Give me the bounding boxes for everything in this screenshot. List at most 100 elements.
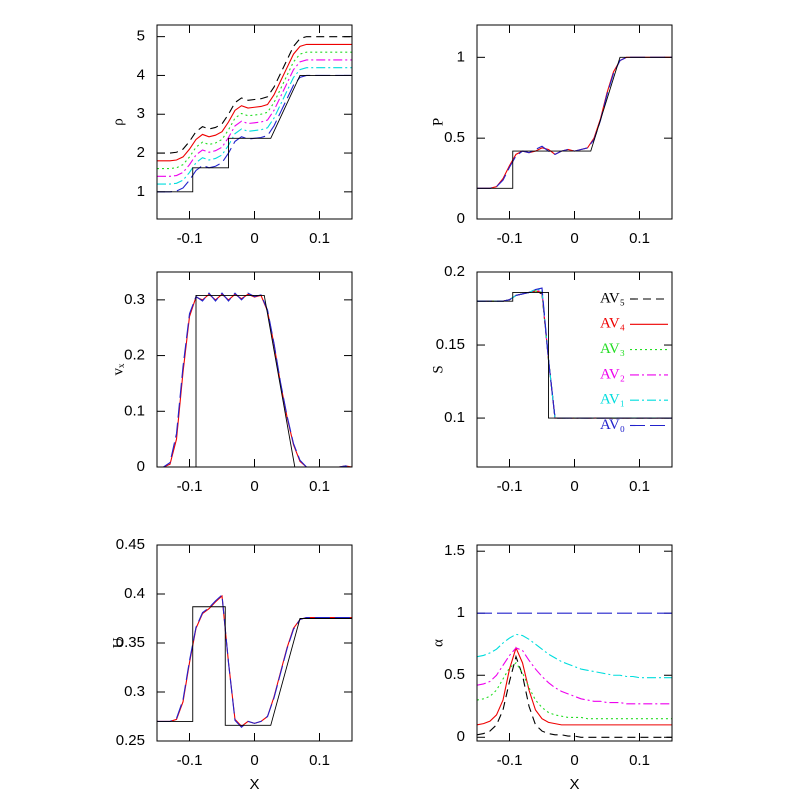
series-line bbox=[157, 293, 352, 467]
x-tick-label: 0.1 bbox=[629, 478, 650, 495]
x-axis-label: X bbox=[249, 776, 259, 793]
series-line bbox=[157, 43, 352, 162]
y-tick-label: 0.5 bbox=[444, 666, 465, 683]
y-axis-label: P bbox=[430, 118, 446, 126]
x-tick-label: 0 bbox=[250, 752, 258, 769]
plot-frame bbox=[156, 24, 353, 220]
y-tick-label: 0.2 bbox=[124, 347, 145, 364]
series-group bbox=[477, 612, 672, 738]
panel: 0 0.5 1 -0.1 0 0.1 P bbox=[430, 24, 673, 247]
series-line bbox=[477, 647, 672, 705]
series-line bbox=[477, 288, 672, 419]
y-tick-label: 4 bbox=[137, 66, 145, 83]
series-group bbox=[157, 292, 352, 467]
y-tick-label: 3 bbox=[137, 105, 145, 122]
series-line bbox=[477, 287, 672, 419]
x-tick-label: -0.1 bbox=[497, 230, 523, 247]
y-tick-label: 0.45 bbox=[116, 536, 145, 553]
y-tick-label: 2 bbox=[137, 144, 145, 161]
legend-label: AV₁ bbox=[600, 392, 625, 408]
y-tick-label: 1 bbox=[137, 183, 145, 200]
series-line bbox=[157, 294, 352, 467]
series-line bbox=[477, 56, 672, 189]
series-line bbox=[477, 646, 672, 726]
series-line bbox=[157, 593, 352, 729]
panel: 0 0.5 1 1.5 -0.1 0 0.1 α X bbox=[430, 542, 673, 793]
series-line bbox=[157, 59, 352, 177]
series-line bbox=[157, 292, 352, 467]
plot-frame bbox=[476, 24, 673, 220]
legend-label: AV₃ bbox=[600, 341, 625, 357]
series-line bbox=[477, 633, 672, 679]
panel: 1 2 3 4 5 -0.1 0 0.1 ρ bbox=[110, 24, 353, 247]
y-tick-label: 1.5 bbox=[444, 542, 465, 559]
x-tick-label: 0.1 bbox=[309, 230, 330, 247]
series-line bbox=[477, 662, 672, 720]
y-tick-label: 0.4 bbox=[124, 585, 145, 602]
x-tick-label: 0 bbox=[570, 752, 578, 769]
x-tick-label: 0 bbox=[250, 230, 258, 247]
x-tick-label: -0.1 bbox=[497, 478, 523, 495]
series-line bbox=[157, 51, 352, 170]
y-tick-label: 0 bbox=[457, 210, 465, 227]
x-axis-label: X bbox=[569, 776, 579, 793]
plot-frame bbox=[476, 271, 673, 468]
y-tick-label: 5 bbox=[137, 28, 145, 45]
series-line bbox=[157, 594, 352, 728]
y-axis-label: ρ bbox=[110, 118, 126, 126]
plot-frame bbox=[156, 271, 353, 468]
series-group bbox=[477, 287, 672, 419]
series-group bbox=[157, 36, 352, 193]
y-tick-label: 0 bbox=[457, 728, 465, 745]
y-tick-label: 0.25 bbox=[116, 732, 145, 749]
panel: 0 0.1 0.2 0.3 -0.1 0 0.1 vₓ bbox=[110, 271, 353, 495]
y-tick-label: 1 bbox=[457, 604, 465, 621]
legend-label: AV₄ bbox=[600, 316, 625, 332]
y-tick-label: 1 bbox=[457, 48, 465, 65]
y-axis-label: α bbox=[430, 639, 446, 647]
series-line bbox=[157, 67, 352, 185]
y-axis-label: U bbox=[110, 637, 126, 648]
series-line bbox=[157, 36, 352, 154]
x-tick-label: -0.1 bbox=[177, 478, 203, 495]
series-line bbox=[477, 56, 672, 189]
series-line bbox=[477, 290, 672, 419]
legend-label: AV₂ bbox=[600, 366, 625, 382]
series-group bbox=[477, 56, 672, 189]
series-line bbox=[157, 606, 352, 726]
y-axis-label: vₓ bbox=[110, 363, 126, 376]
x-tick-label: -0.1 bbox=[497, 752, 523, 769]
series-line bbox=[477, 290, 672, 419]
y-tick-label: 0.35 bbox=[116, 634, 145, 651]
x-tick-label: 0.1 bbox=[629, 752, 650, 769]
x-tick-label: -0.1 bbox=[177, 752, 203, 769]
plot-frame bbox=[476, 544, 673, 742]
series-line bbox=[157, 74, 352, 193]
y-tick-label: 0.15 bbox=[436, 336, 465, 353]
y-axis-label: S bbox=[430, 365, 446, 373]
series-line bbox=[157, 74, 352, 193]
x-tick-label: 0.1 bbox=[309, 752, 330, 769]
x-tick-label: -0.1 bbox=[177, 230, 203, 247]
y-tick-label: 0.5 bbox=[444, 129, 465, 146]
panel: 0.25 0.3 0.35 0.4 0.45 -0.1 0 0.1 U X bbox=[110, 536, 353, 793]
y-tick-label: 0.3 bbox=[124, 291, 145, 308]
y-tick-label: 0.3 bbox=[124, 683, 145, 700]
series-line bbox=[477, 56, 672, 189]
x-tick-label: 0.1 bbox=[309, 478, 330, 495]
plot-frame bbox=[156, 544, 353, 742]
panel: 0.1 0.15 0.2 -0.1 0 0.1 S AV₅ AV₄ AV₃ AV₂ AV₁ AV₀ bbox=[430, 263, 673, 495]
series-group bbox=[157, 593, 352, 729]
y-tick-label: 0.1 bbox=[444, 409, 465, 426]
legend-label: AV₅ bbox=[600, 290, 625, 306]
x-tick-label: 0 bbox=[570, 478, 578, 495]
x-tick-label: 0.1 bbox=[629, 230, 650, 247]
series-line bbox=[477, 290, 672, 419]
series-line bbox=[477, 654, 672, 738]
x-tick-label: 0 bbox=[570, 230, 578, 247]
legend-label: AV₀ bbox=[600, 417, 625, 433]
y-tick-label: 0.1 bbox=[124, 402, 145, 419]
x-tick-label: 0 bbox=[250, 478, 258, 495]
